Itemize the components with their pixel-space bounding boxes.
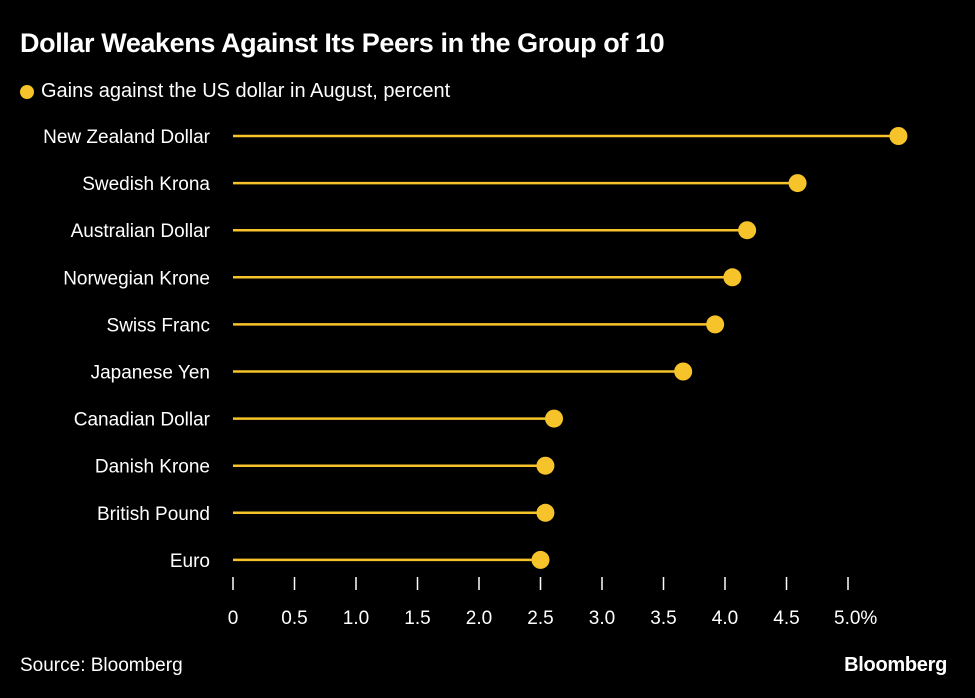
category-label: Japanese Yen xyxy=(91,363,210,384)
source-note: Source: Bloomberg xyxy=(20,655,183,676)
lollipop-point xyxy=(674,362,693,381)
category-label: Swedish Krona xyxy=(82,174,210,195)
x-axis-tick-label: 3.5 xyxy=(650,608,676,629)
lollipop-point xyxy=(723,268,742,287)
x-axis-tick-label: 0.5 xyxy=(281,608,307,629)
lollipop-point xyxy=(536,456,555,475)
x-axis-tick-label: 1.0 xyxy=(343,608,369,629)
lollipop-point xyxy=(536,503,555,522)
x-axis-tick-label: 5.0% xyxy=(834,608,877,629)
x-axis-tick-label: 4.5 xyxy=(773,608,799,629)
x-axis-tick-label: 2.5 xyxy=(527,608,553,629)
lollipop-point xyxy=(531,550,550,569)
x-axis-tick-label: 4.0 xyxy=(712,608,738,629)
legend-label: Gains against the US dollar in August, p… xyxy=(41,80,451,102)
x-axis-tick-label: 3.0 xyxy=(589,608,615,629)
category-label: Norwegian Krone xyxy=(63,268,210,289)
category-label: Australian Dollar xyxy=(71,221,211,242)
x-axis-tick-label: 1.5 xyxy=(404,608,430,629)
lollipop-point xyxy=(706,315,725,334)
category-label: Swiss Franc xyxy=(107,315,210,336)
x-axis-tick-label: 2.0 xyxy=(466,608,492,629)
category-label: New Zealand Dollar xyxy=(43,127,211,148)
legend: Gains against the US dollar in August, p… xyxy=(20,80,450,103)
category-label: Euro xyxy=(170,551,210,572)
x-axis-tick-label: 0 xyxy=(228,608,239,629)
category-label: Canadian Dollar xyxy=(74,410,211,431)
lollipop-point xyxy=(545,409,564,428)
legend-marker xyxy=(20,84,34,99)
chart-title: Dollar Weakens Against Its Peers in the … xyxy=(20,28,665,58)
lollipop-point xyxy=(889,127,908,145)
bloomberg-logo: Bloomberg xyxy=(844,654,947,676)
category-label: Danish Krone xyxy=(95,457,210,478)
lollipop-point xyxy=(788,174,807,193)
category-label: British Pound xyxy=(97,504,210,525)
lollipop-point xyxy=(738,221,757,240)
